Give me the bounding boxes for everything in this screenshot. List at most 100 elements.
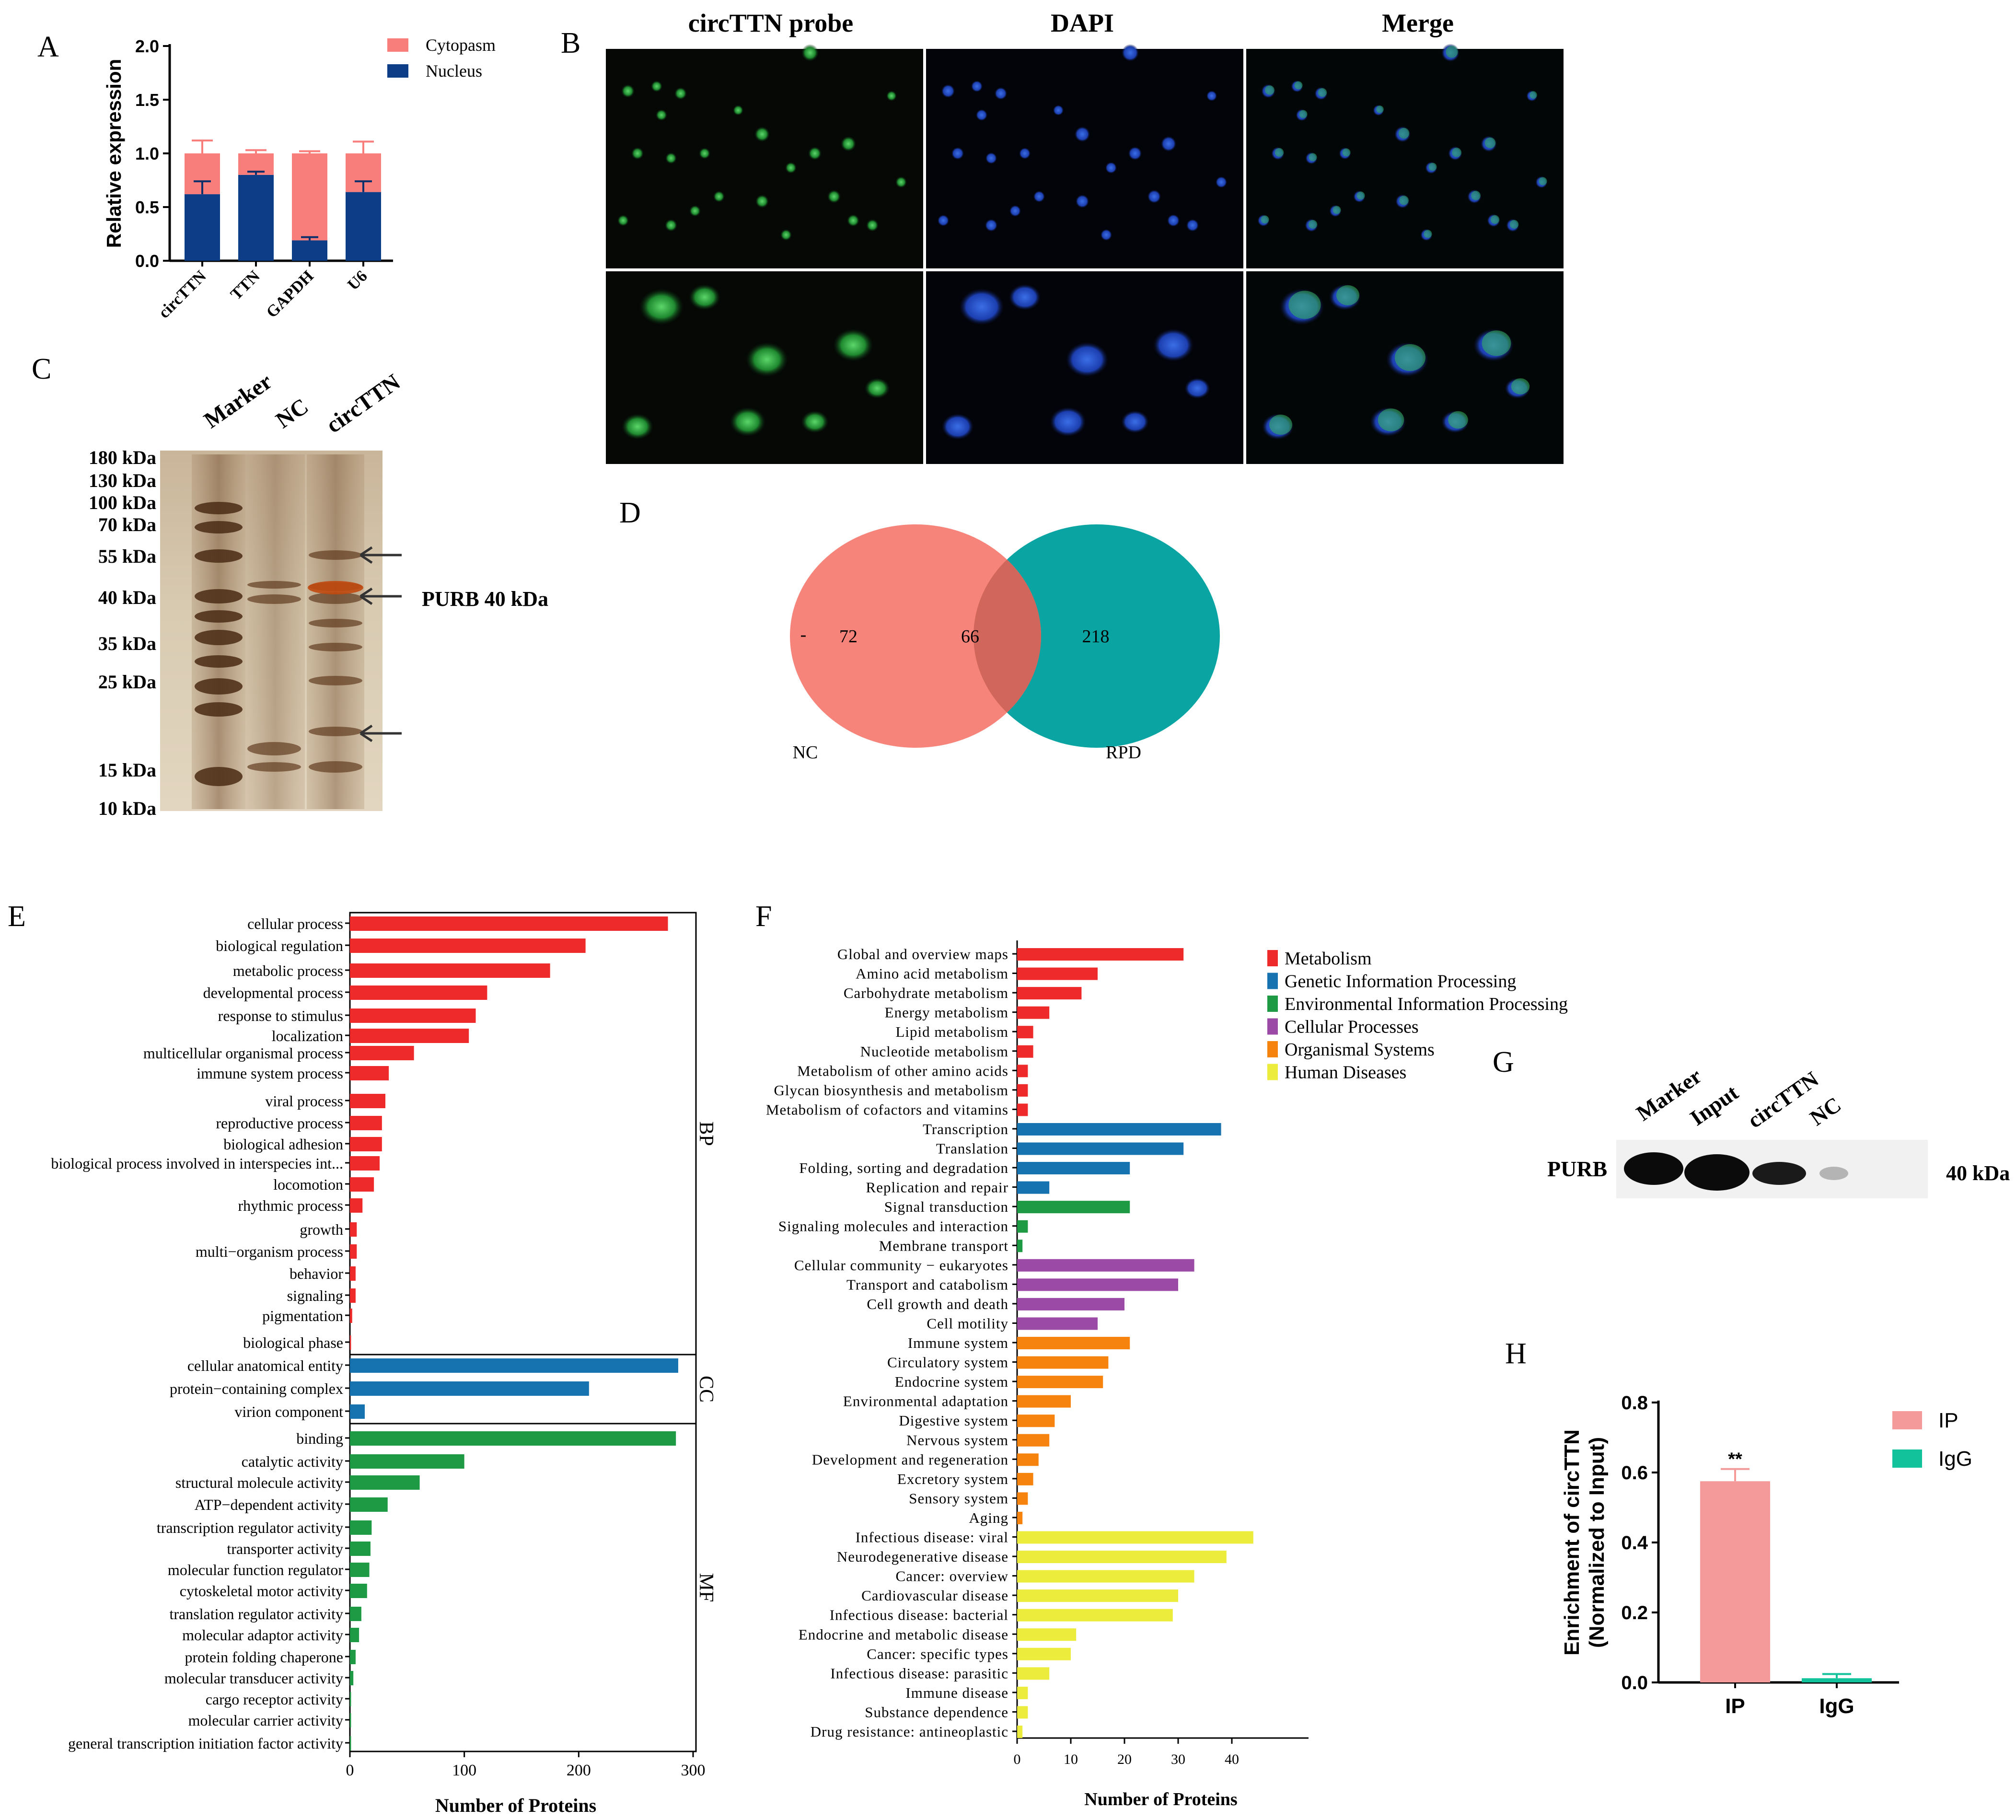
venn-label-rpd: RPD (1106, 742, 1141, 763)
e-bar (350, 1244, 357, 1259)
a-y-tick-label: 0.5 (135, 197, 159, 217)
e-group-frame (349, 1423, 697, 1752)
e-category-label: cellular anatomical entity (187, 1357, 343, 1374)
dapi-nucleus (1076, 195, 1089, 208)
probe-cell (827, 190, 841, 203)
panel-label-f: F (755, 900, 772, 933)
merge-probe-signal (1448, 411, 1468, 429)
f-x-axis-title: Number of Proteins (1084, 1789, 1237, 1809)
h-legend-swatch-igg (1892, 1449, 1922, 1468)
probe-cell (801, 410, 829, 433)
f-category-label: Transport and catabolism (846, 1276, 1008, 1293)
panel-label-e: E (8, 900, 26, 933)
merge-probe-signal (1511, 378, 1530, 394)
probe-cell (808, 147, 822, 160)
f-bar (1017, 1706, 1028, 1719)
probe-cell (674, 87, 687, 100)
f-bar (1017, 1609, 1173, 1622)
f-legend-label: Environmental Information Processing (1285, 994, 1568, 1014)
header-dapi: DAPI (1051, 9, 1114, 37)
h-x-tick-label: IgG (1819, 1694, 1854, 1718)
gel-band-marker (195, 702, 243, 717)
f-bar (1017, 1337, 1130, 1349)
venn-circle-nc (790, 524, 1041, 748)
e-category-label: ATP−dependent activity (195, 1496, 343, 1513)
f-bar (1017, 987, 1082, 1000)
f-category-label: Transcription (923, 1121, 1008, 1137)
merge-probe-signal (1309, 153, 1317, 162)
f-category-label: Sensory system (909, 1490, 1008, 1507)
f-bar (1017, 1065, 1028, 1078)
e-category-label: biological adhesion (223, 1136, 343, 1153)
f-category-label: Replication and repair (866, 1179, 1008, 1196)
a-y-tick-label: 1.5 (135, 90, 159, 110)
probe-cell (665, 219, 677, 232)
h-y-tick-label: 0.2 (1621, 1602, 1648, 1623)
f-category-label: Immune disease (905, 1684, 1008, 1701)
e-bar (350, 1029, 469, 1043)
e-bar (350, 1542, 371, 1556)
f-bar (1017, 1356, 1109, 1369)
e-bar (350, 1266, 356, 1281)
f-x-tick-label: 40 (1225, 1751, 1239, 1767)
f-category-label: Energy metabolism (885, 1004, 1008, 1021)
e-bar (350, 1222, 357, 1237)
merge-probe-signal (1395, 344, 1425, 371)
e-category-label: reproductive process (216, 1114, 343, 1132)
f-category-label: Digestive system (899, 1412, 1008, 1429)
e-group-frame (349, 912, 697, 1356)
e-category-label: translation regulator activity (169, 1605, 343, 1623)
dapi-nucleus (1101, 229, 1112, 241)
chart-f: Global and overview maps Amino acid metab… (766, 940, 1568, 1809)
f-category-label: Immune system (908, 1334, 1008, 1351)
f-category-label: Infectious disease: bacterial (830, 1607, 1008, 1623)
e-category-label: molecular transducer activity (164, 1669, 343, 1687)
f-legend-swatch (1267, 1018, 1278, 1035)
e-bar (350, 1671, 354, 1685)
e-category-label: biological phase (243, 1334, 343, 1351)
f-bar (1017, 1395, 1071, 1408)
probe-cell (866, 219, 879, 232)
f-bar (1017, 1628, 1077, 1641)
e-x-tick-label: 0 (346, 1762, 354, 1779)
f-bar (1017, 1511, 1023, 1524)
f-legend-swatch (1267, 996, 1278, 1012)
e-x-tick-label: 100 (452, 1762, 476, 1779)
e-category-label: transcription regulator activity (157, 1519, 343, 1536)
e-bar (350, 939, 586, 953)
gel-band-marker (195, 767, 243, 786)
dapi-nucleus (1105, 162, 1117, 174)
lane-label-marker: Marker (199, 369, 277, 433)
e-category-label: rhythmic process (238, 1197, 344, 1214)
blot-band-input (1684, 1154, 1750, 1191)
e-bar (350, 916, 668, 931)
gel-band-marker (195, 521, 243, 533)
a-y-tick-label: 2.0 (135, 36, 159, 56)
e-category-label: multi−organism process (196, 1243, 343, 1260)
e-category-label: virion component (234, 1403, 343, 1420)
e-category-label: molecular adaptor activity (182, 1626, 343, 1644)
gel-marker-label: 55 kDa (98, 545, 156, 567)
f-x-tick-label: 0 (1014, 1751, 1021, 1767)
probe-cell (730, 407, 766, 437)
gel-band-purb (308, 581, 363, 594)
blot-row-label: PURB (1547, 1157, 1607, 1181)
dapi-nucleus (938, 215, 949, 226)
gel-marker-label: 10 kDa (98, 798, 156, 819)
dapi-nucleus (1050, 407, 1086, 437)
f-category-label: Cellular community − eukaryotes (794, 1257, 1008, 1274)
probe-cell (656, 109, 667, 121)
f-bar (1017, 1220, 1028, 1233)
gel-band-nc (247, 742, 301, 755)
gel-band-marker (195, 549, 243, 563)
f-legend-swatch (1267, 950, 1278, 966)
dapi-nucleus (1216, 176, 1227, 188)
e-category-label: growth (300, 1221, 343, 1238)
f-category-label: Carbohydrate metabolism (844, 985, 1008, 1001)
e-bar (350, 1692, 351, 1706)
dapi-nucleus (971, 81, 983, 92)
dapi-nucleus (1153, 328, 1193, 362)
f-legend-swatch (1267, 1064, 1278, 1080)
e-category-label: cargo receptor activity (206, 1691, 343, 1708)
gel-lane-circttn (307, 454, 364, 809)
